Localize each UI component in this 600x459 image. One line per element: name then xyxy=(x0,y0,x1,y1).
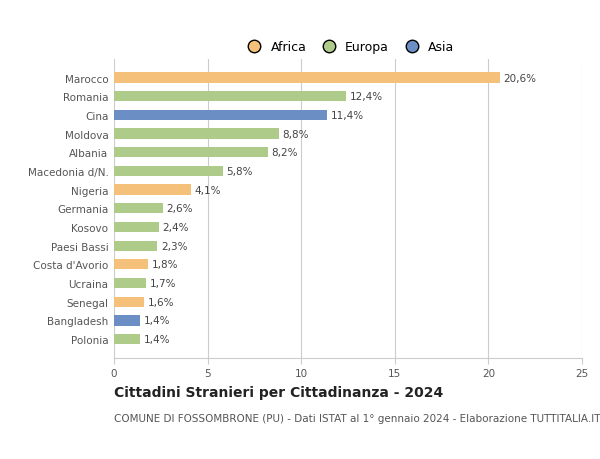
Text: 8,2%: 8,2% xyxy=(271,148,298,158)
Bar xyxy=(114,92,346,102)
Bar xyxy=(114,129,279,140)
Bar xyxy=(114,222,159,233)
Text: 20,6%: 20,6% xyxy=(503,73,536,84)
Text: 1,6%: 1,6% xyxy=(148,297,174,307)
Bar xyxy=(114,185,191,196)
Text: COMUNE DI FOSSOMBRONE (PU) - Dati ISTAT al 1° gennaio 2024 - Elaborazione TUTTIT: COMUNE DI FOSSOMBRONE (PU) - Dati ISTAT … xyxy=(114,413,600,423)
Bar xyxy=(114,167,223,177)
Text: 2,4%: 2,4% xyxy=(163,223,189,232)
Bar xyxy=(114,334,140,344)
Text: 1,4%: 1,4% xyxy=(144,316,170,326)
Text: 12,4%: 12,4% xyxy=(350,92,383,102)
Text: Cittadini Stranieri per Cittadinanza - 2024: Cittadini Stranieri per Cittadinanza - 2… xyxy=(114,386,443,399)
Text: 5,8%: 5,8% xyxy=(226,167,253,177)
Text: 2,3%: 2,3% xyxy=(161,241,187,251)
Bar xyxy=(114,148,268,158)
Bar xyxy=(114,111,328,121)
Bar xyxy=(114,73,500,84)
Text: 11,4%: 11,4% xyxy=(331,111,364,121)
Bar xyxy=(114,297,144,307)
Text: 2,6%: 2,6% xyxy=(166,204,193,214)
Text: 8,8%: 8,8% xyxy=(283,129,309,139)
Bar xyxy=(114,241,157,251)
Bar xyxy=(114,204,163,214)
Bar xyxy=(114,316,140,326)
Text: 4,1%: 4,1% xyxy=(194,185,221,195)
Text: 1,8%: 1,8% xyxy=(151,260,178,270)
Legend: Africa, Europa, Asia: Africa, Europa, Asia xyxy=(237,36,459,59)
Bar xyxy=(114,278,146,289)
Text: 1,7%: 1,7% xyxy=(149,279,176,288)
Bar xyxy=(114,260,148,270)
Text: 1,4%: 1,4% xyxy=(144,334,170,344)
